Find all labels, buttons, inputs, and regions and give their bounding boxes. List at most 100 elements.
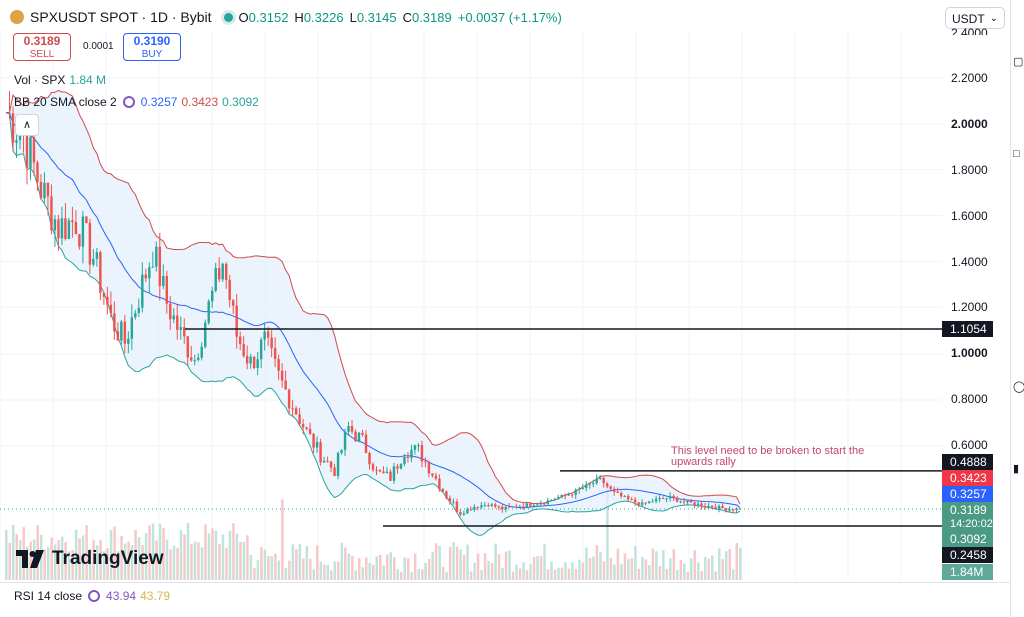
symbol-header: SPXUSDT SPOT · 1D · Bybit O0.3152 H0.322… — [10, 9, 568, 25]
volume-bar — [718, 548, 721, 580]
candle-body — [242, 343, 245, 357]
volume-bar — [57, 539, 60, 580]
candle-body — [81, 216, 85, 247]
ohlc-low: L0.3145 — [349, 9, 397, 25]
candle-body — [99, 252, 102, 293]
volume-bar — [564, 562, 567, 580]
candle-body — [15, 140, 18, 143]
candle-body — [455, 501, 459, 512]
candle-body — [18, 133, 22, 141]
volume-bar — [109, 530, 113, 580]
candle-body — [396, 466, 399, 469]
candle-body — [689, 500, 693, 503]
volume-legend[interactable]: Vol · SPX 1.84 M — [14, 73, 107, 87]
volume-bar — [92, 539, 95, 580]
volume-bar — [5, 529, 8, 580]
volume-bar — [148, 525, 151, 580]
right-toolbar[interactable]: ▢ □ ◯ ▮ — [1010, 0, 1024, 617]
volume-bar — [620, 564, 623, 580]
candle-body — [371, 464, 375, 470]
candle-body — [214, 268, 217, 291]
buy-button[interactable]: 0.3190 BUY — [123, 33, 181, 61]
toolbar-icon[interactable]: ◯ — [1013, 381, 1024, 393]
volume-bar — [473, 562, 476, 580]
toolbar-icon[interactable]: □ — [1013, 148, 1020, 160]
volume-bar — [683, 563, 686, 580]
toolbar-icon[interactable]: ▮ — [1013, 463, 1020, 475]
volume-bar — [382, 565, 385, 580]
candle-body — [106, 296, 109, 305]
volume-bar — [623, 553, 627, 580]
candle-body — [120, 321, 123, 341]
candle-body — [682, 501, 686, 503]
candle-body — [602, 477, 605, 484]
candle-body — [564, 494, 567, 496]
candle-body — [231, 300, 235, 306]
chart-annotation[interactable]: This level need to be broken to start th… — [671, 445, 865, 468]
candle-body — [197, 357, 200, 360]
candle-body — [64, 218, 67, 239]
sell-button[interactable]: 0.3189 SELL — [13, 33, 71, 61]
volume-bar — [130, 545, 134, 580]
candle-body — [529, 503, 532, 506]
candle-body — [420, 445, 424, 462]
indicator-cycle-icon — [88, 590, 101, 602]
volume-bar — [455, 546, 459, 580]
volume-bar — [434, 543, 438, 580]
bb-lower-line — [5, 112, 741, 536]
candle-body — [172, 315, 175, 320]
candle-body — [238, 336, 242, 344]
volume-bar — [655, 551, 658, 580]
volume-bar — [127, 541, 130, 580]
volume-bar — [372, 564, 375, 580]
candle-body — [588, 483, 591, 485]
candle-body — [515, 506, 518, 508]
volume-bar — [64, 542, 67, 580]
volume-bar — [525, 570, 529, 580]
bb-lower-tag: 0.3092 — [942, 531, 993, 547]
volume-bar — [452, 542, 455, 580]
candle-body — [508, 506, 511, 508]
symbol-title[interactable]: SPXUSDT SPOT · 1D · Bybit — [30, 9, 212, 25]
candle-body — [361, 432, 364, 435]
currency-select[interactable]: USDT ⌄ — [945, 7, 1005, 29]
collapse-legend-button[interactable]: ∧ — [15, 114, 39, 136]
candle-body — [452, 501, 455, 503]
volume-bar — [497, 554, 501, 580]
candle-body — [546, 500, 549, 504]
volume-bar — [39, 534, 43, 580]
candle-body — [591, 483, 595, 485]
level-tag-2[interactable]: 0.4888 — [942, 454, 993, 470]
candle-body — [462, 513, 466, 515]
volume-bar — [305, 546, 309, 580]
candle-body — [217, 268, 221, 280]
candle-body — [287, 389, 291, 409]
level-tag-3[interactable]: 0.2458 — [942, 547, 993, 563]
candle-body — [557, 497, 560, 500]
price-tick: 1.6000 — [951, 209, 988, 223]
volume-bar — [60, 536, 64, 580]
bb-legend[interactable]: BB 20 SMA close 2 0.3257 0.3423 0.3092 — [14, 95, 259, 109]
toolbar-icon[interactable]: ▢ — [1013, 56, 1024, 68]
volume-bar — [389, 552, 392, 580]
candle-body — [245, 356, 249, 364]
rsi-legend[interactable]: RSI 14 close 43.94 43.79 — [14, 589, 171, 603]
volume-bar — [665, 568, 669, 580]
level-tag-1[interactable]: 1.1054 — [942, 321, 993, 337]
candle-body — [686, 500, 689, 503]
candle-body — [522, 506, 525, 508]
volume-bar — [676, 569, 679, 580]
volume-bar — [735, 543, 738, 580]
ohlc-open: O0.3152 — [238, 9, 289, 25]
bb-upper-line — [5, 89, 741, 505]
volume-bar — [515, 564, 518, 580]
candle-body — [71, 220, 74, 223]
candle-body — [301, 424, 305, 428]
candle-body — [228, 279, 231, 301]
candle-body — [207, 301, 210, 323]
volume-bar — [508, 550, 511, 580]
pane-separator[interactable] — [0, 582, 1010, 583]
volume-bar — [225, 548, 228, 580]
